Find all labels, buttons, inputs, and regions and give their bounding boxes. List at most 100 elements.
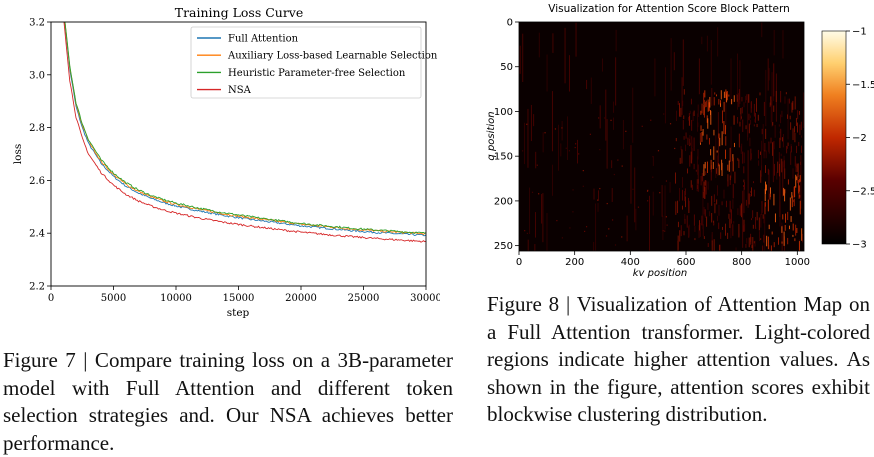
heatmap-cell [708, 137, 710, 145]
heatmap-cell [787, 179, 789, 185]
heatmap-cell [749, 137, 751, 147]
heatmap-cell [741, 203, 743, 218]
heatmap-cell [718, 133, 720, 139]
heatmap-cell [764, 165, 766, 173]
colorbar [821, 30, 847, 245]
heatmap-cell [738, 93, 740, 107]
heatmap-cell [782, 214, 784, 220]
heatmap-cell [727, 181, 729, 187]
heatmap-cell [787, 114, 789, 119]
heatmap-cell [704, 187, 706, 199]
heatmap-cell [611, 188, 613, 202]
heatmap-cell [542, 193, 544, 243]
heatmap-cell [652, 176, 654, 178]
heatmap-cell [703, 104, 705, 116]
heatmap-cell [617, 159, 619, 161]
heatmap-cell [743, 187, 745, 214]
heatmap-cell [723, 189, 725, 199]
heatmap-cell [725, 89, 727, 98]
heatmap-cell [597, 203, 599, 212]
heatmap-cell [755, 98, 757, 112]
heatmap-cell [759, 92, 761, 96]
heatmap-cell [683, 136, 685, 140]
heatmap-cell [561, 127, 563, 129]
heatmap-cell [723, 91, 725, 98]
heatmap-cell [721, 201, 723, 206]
heatmap-cell [522, 33, 524, 82]
heatmap-cell [718, 164, 720, 176]
heatmap-cell [685, 196, 686, 208]
legend: Full Attention Auxiliary Loss-based Learn… [190, 26, 438, 99]
heatmap-cell [744, 224, 746, 231]
heatmap-cell [720, 103, 721, 107]
heatmap-cell [677, 235, 679, 250]
heatmap-cell [526, 123, 528, 125]
heatmap-cell [790, 122, 792, 130]
heatmap-cell [711, 240, 713, 251]
heatmap-title: Visualization for Attention Score Block … [548, 3, 790, 15]
heatmap-cell [761, 128, 763, 135]
heatmap-cell [699, 132, 701, 143]
heatmap-cell [527, 108, 529, 168]
heatmap-cell [748, 113, 750, 121]
heatmap-cell [542, 132, 544, 153]
heatmap-cell [725, 136, 727, 146]
heatmap-cell [728, 213, 730, 219]
heatmap-cell [704, 90, 706, 98]
heatmap-cell [767, 199, 769, 212]
heatmap-cell [713, 97, 715, 106]
heatmap-cell [748, 123, 750, 134]
heatmap-cell [750, 119, 752, 125]
heatmap-cell [706, 35, 708, 52]
heatmap-cell [791, 192, 793, 199]
heatmap-cell [769, 102, 771, 108]
heatmap-cell [783, 231, 785, 246]
heatmap-cell [773, 63, 775, 97]
heatmap-cell [799, 110, 800, 115]
heatmap-cell [767, 58, 769, 91]
heatmap-cell [735, 247, 737, 251]
heatmap-cell [561, 121, 563, 141]
heatmap-cell [786, 145, 788, 154]
heatmap-cell [536, 164, 538, 166]
heatmap-cell [657, 150, 660, 152]
heatmap-cell [688, 116, 690, 121]
heatmap-cell [598, 190, 599, 201]
heatmap-cell [711, 213, 713, 223]
heatmap-cell [702, 129, 704, 136]
heatmap-cell [552, 33, 554, 53]
heatmap-cell [788, 98, 790, 104]
heatmap-cell [606, 119, 608, 169]
heatmap-cell [796, 227, 798, 233]
heatmap-cell [663, 113, 665, 115]
heatmap-cell [794, 132, 796, 143]
heatmap-cell [697, 104, 699, 118]
heatmap-cell [665, 216, 667, 218]
heatmap-y-label: q position [486, 111, 497, 160]
series-lines [63, 22, 426, 243]
heatmap-cell [798, 141, 800, 147]
heatmap-cell [772, 141, 774, 183]
heatmap-cell [681, 177, 683, 188]
chart-title: Training Loss Curve [175, 5, 304, 20]
heatmap-cell [698, 225, 700, 239]
heatmap-cell [741, 96, 743, 102]
heatmap-cell [708, 102, 710, 112]
heatmap-cell [593, 188, 595, 200]
heatmap-cell [756, 123, 758, 128]
heatmap-cell [713, 129, 715, 136]
heatmap-cell [750, 193, 751, 197]
heatmap-cell [634, 167, 636, 223]
heatmap-cell [706, 134, 708, 140]
heatmap-cell [703, 164, 705, 176]
heatmap-cell [725, 125, 726, 135]
heatmap-cell [791, 102, 793, 113]
heatmap-cell [752, 210, 754, 219]
heatmap-cell [685, 132, 687, 139]
heatmap-cell [717, 112, 719, 166]
heatmap-cell [713, 146, 715, 160]
heatmap-cell [720, 100, 722, 105]
heatmap-cell [700, 110, 702, 115]
heatmap-cell [693, 163, 695, 170]
heatmap-cell [753, 124, 755, 127]
